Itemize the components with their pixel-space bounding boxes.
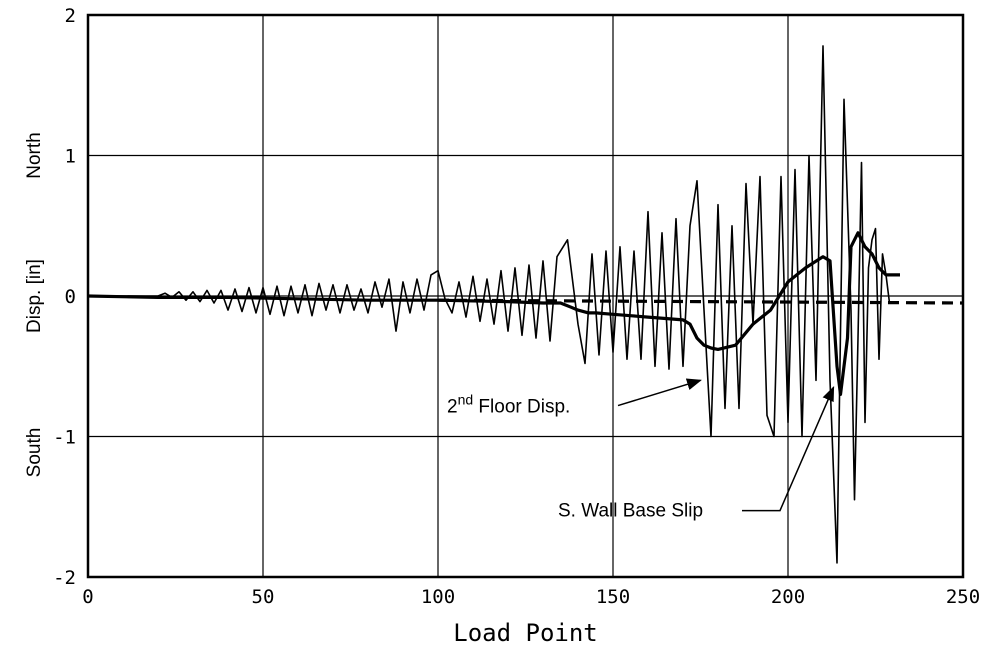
series-2nd-floor-disp: [88, 45, 891, 564]
x-tick-label: 0: [82, 586, 93, 608]
y-axis-label-north: North: [24, 132, 45, 178]
y-tick-label: -1: [53, 427, 76, 449]
annotation-2nd-floor-sup: nd: [458, 392, 474, 408]
y-tick-label: 2: [65, 5, 76, 27]
annotation-s-wall-base-slip: S. Wall Base Slip: [558, 501, 703, 522]
annotation-2nd-floor-disp: 2nd Floor Disp.: [447, 392, 570, 418]
y-tick-label: -2: [53, 567, 76, 589]
annotation-2nd-floor-base: 2: [447, 397, 458, 418]
y-axis-label: Disp. [in]: [24, 259, 45, 333]
x-axis-label: Load Point: [453, 619, 598, 647]
y-axis-label-south: South: [24, 428, 45, 478]
x-tick-label: 200: [771, 586, 805, 608]
annotation-arrow-2nd-floor: [617, 378, 702, 407]
plot-frame: [86, 13, 965, 579]
x-tick-label: 50: [252, 586, 275, 608]
y-tick-label: 1: [65, 146, 76, 168]
series-dashed-line: [437, 298, 964, 305]
annotation-arrow-base-slip: [742, 385, 835, 512]
x-tick-label: 150: [596, 586, 630, 608]
x-tick-label: 250: [946, 586, 980, 608]
y-tick-label: 0: [65, 286, 76, 308]
annotation-2nd-floor-rest: Floor Disp.: [473, 397, 570, 418]
series-layer: [87, 45, 964, 564]
series-s-wall-base-slip: [87, 231, 900, 396]
tick-labels: 0 50 100 150 200 250 -2 -1 0 1 2: [53, 5, 980, 608]
x-tick-label: 100: [421, 586, 455, 608]
